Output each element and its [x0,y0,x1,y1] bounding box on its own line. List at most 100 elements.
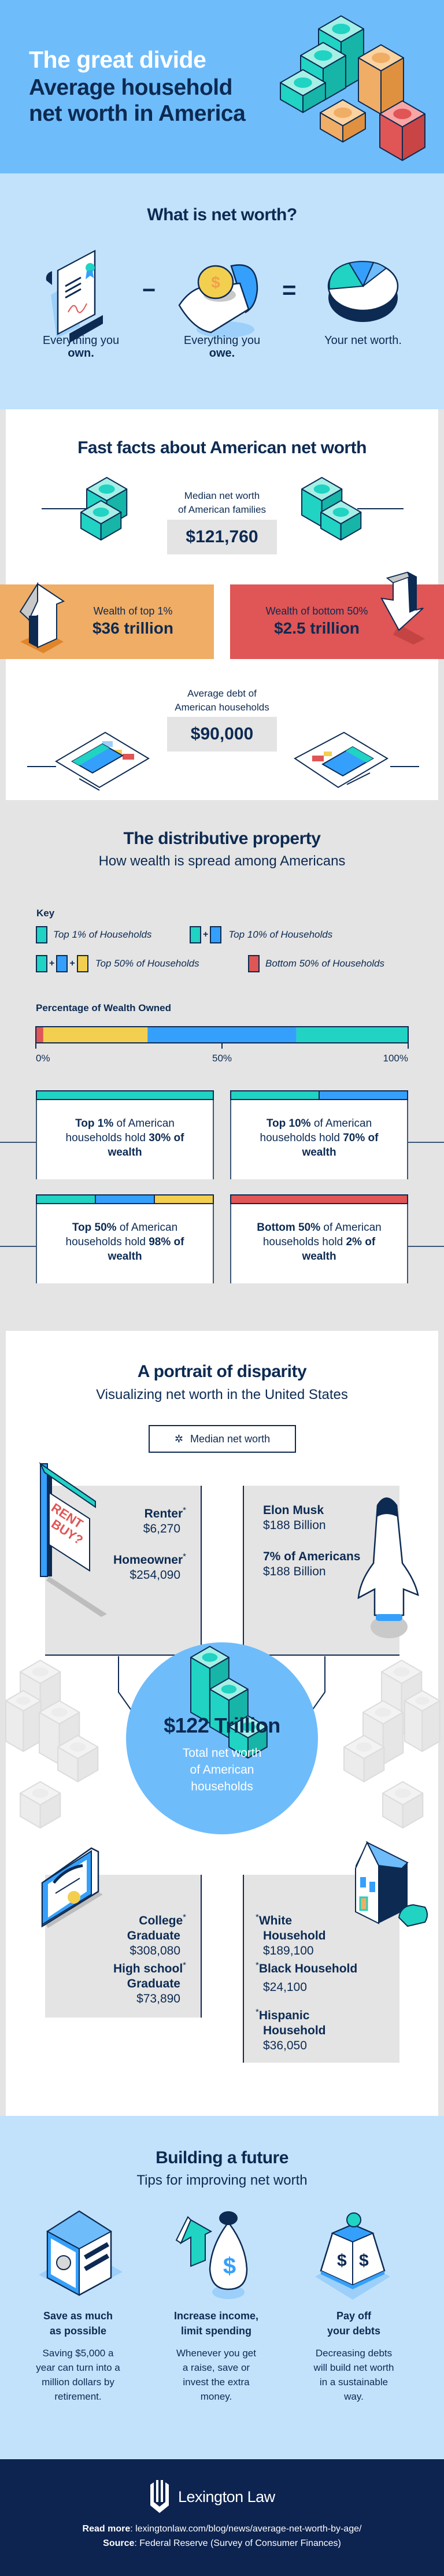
asterisk-icon: * [256,1960,259,1970]
tip-heading-line: limit spending [180,2325,251,2337]
asterisk-icon: * [256,1912,259,1922]
legend-bottom50: Bottom 50% of Households [248,955,384,972]
renter-entry: Renter* $6,270 [58,1503,186,1537]
card-text: Top 10% of American households hold 70% … [231,1116,407,1160]
net-worth-section: What is net worth? − $ = Everything you … [0,173,444,409]
section-title: Building a future [156,2148,288,2167]
section-subtitle: Visualizing net worth in the United Stat… [96,1387,348,1402]
source-text: Federal Reserve (Survey of Consumer Fina… [139,2538,341,2548]
white-household-entry: *White Household $189,100 [256,1910,326,1959]
money-stacks-icon [190,1646,268,1759]
blue-swatch [56,955,68,972]
header: The great divide Average household net w… [0,0,444,173]
entry-label: High school [113,1962,183,1975]
section-title: The distributive property [123,829,321,848]
hispanic-household-entry: *Hispanic Household $36,050 [256,2005,326,2053]
credit-card-icon [294,731,388,789]
plus-sign: + [49,958,55,968]
tip-text-line: Saving $5,000 a [42,2348,114,2359]
legend-top10: + Top 10% of Households [190,926,332,943]
card-text-regular: of American households hold [262,1222,382,1248]
bar-segment-red [36,1027,43,1043]
portrait-section: A portrait of disparity Visualizing net … [0,1331,444,2116]
read-more-line: Read more: lexingtonlaw.com/blog/news/av… [82,2524,362,2534]
header-subtitle-line1: Average household [29,75,232,100]
black-household-entry: *Black Household $24,100 [256,1958,357,1995]
tip-income-heading: Increase income, limit spending [158,2308,274,2338]
bill-seal [393,109,412,119]
card-top50: Top 50% of American households hold 98% … [36,1194,214,1283]
bill-seal [415,1697,430,1705]
equals-sign: = [282,276,297,304]
bill-seal [394,1789,411,1798]
yellow-swatch [76,955,88,972]
label-line: of American [190,1763,254,1776]
svg-text:$: $ [211,273,220,291]
rent-buy-sign-icon: RENT BUY? [39,1462,107,1617]
card-text-regular: of American households hold [65,1117,175,1144]
pie-chart-icon [327,261,399,322]
brand-logo[interactable]: Lexington Law [149,2479,275,2514]
bill-seal [332,24,350,34]
legend-top1: Top 1% of Households [36,926,151,943]
median-legend: ✲ Median net worth [149,1425,296,1453]
card-text-bold: Top 1% [75,1117,114,1130]
bill-seal [221,1685,237,1694]
median-label-line1: Median net worth [184,490,260,501]
bill-seal [356,1742,372,1752]
arrow-down-icon [380,571,425,645]
legend-label: Top 1% of Households [53,929,152,940]
section-subtitle: How wealth is spread among Americans [98,853,346,869]
bill-seal [98,484,115,494]
section-title: Fast facts about American net worth [77,438,367,457]
card-text-regular: of American households hold [260,1117,372,1144]
money-bag-arrow-icon: $ [175,2211,248,2299]
entry-label: Renter [144,1507,183,1520]
entry-value: $188 Billion [263,1519,326,1532]
entry-label: Graduate [127,1977,180,1990]
header-title: The great divide [29,46,206,73]
header-subtitle-line2: net worth in America [29,101,246,126]
entry-value: $6,270 [143,1522,180,1535]
bill-seal [313,484,330,494]
bill-seal [334,108,352,118]
owned-label-bold: own. [68,347,94,360]
connector-line [408,1246,444,1247]
tip-text-line: Whenever you get [176,2348,256,2359]
tip-heading-line: Pay off [336,2310,371,2322]
owed-label: Everything you owe. [164,334,280,360]
label-line: households [191,1780,253,1793]
svg-text:$: $ [337,2251,347,2270]
bill-seal [372,53,390,63]
card-strip [36,1194,214,1204]
college-graduate-entry: College* Graduate $308,080 [58,1910,186,1959]
money-stack-icon [80,477,362,541]
entry-value: $189,100 [263,1944,314,1957]
tip-text-line: way. [344,2391,364,2402]
source-line: Source: Federal Reserve (Survey of Consu… [103,2538,341,2548]
debt-label-line2: American households [175,702,269,713]
bill-seal [92,508,109,517]
card-strip [230,1090,408,1100]
net-worth-label: Your net worth. [324,334,402,347]
entry-label: College [139,1914,183,1927]
owed-label-text: Everything you [183,334,261,347]
entry-value: $188 Billion [263,1565,326,1578]
section-title: What is net worth? [147,205,297,224]
bill-seal [51,1708,68,1717]
tip-text-line: money. [200,2391,232,2402]
space-shuttle-icon [357,1497,419,1638]
section-subtitle: Tips for improving net worth [136,2172,308,2188]
read-more-link[interactable]: lexingtonlaw.com/blog/news/average-net-w… [135,2524,362,2534]
deed-document-icon [46,249,103,343]
footer: Lexington Law Read more: lexingtonlaw.co… [0,2459,444,2576]
card-text-bold: Top 50% [72,1222,117,1234]
divider [27,766,56,767]
source-label: Source [103,2538,135,2548]
top1-label: Wealth of top 1% [93,605,173,617]
entry-label: White [258,1914,292,1927]
debt-label: Average debt of American households [153,687,291,715]
card-text: Top 1% of American households hold 30% o… [37,1116,213,1160]
divider [390,766,419,767]
card-text-bold: 98% [149,1236,171,1248]
